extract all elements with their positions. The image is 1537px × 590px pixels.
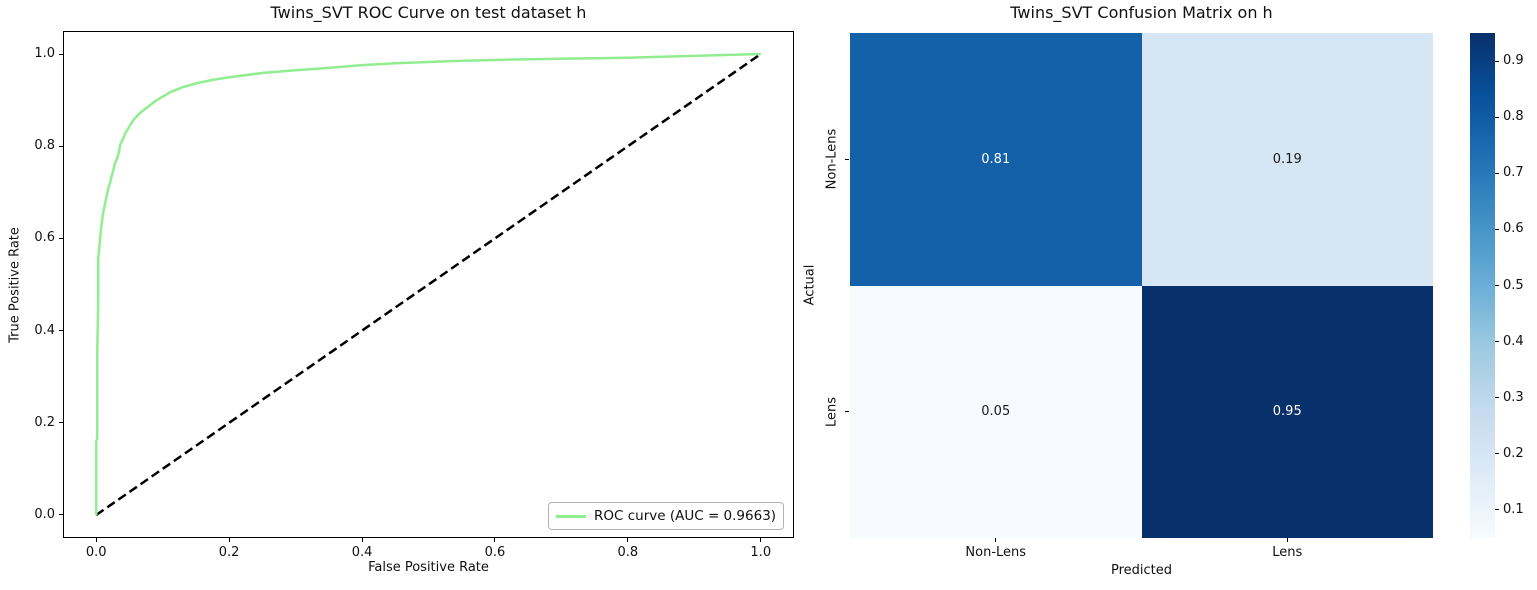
roc-y-tick-label: 0.4: [34, 322, 55, 338]
roc-y-tick-mark: [59, 237, 63, 239]
roc-axes: ROC curve (AUC = 0.9663): [63, 31, 794, 538]
cm-y-tick-mark: [845, 411, 849, 413]
roc-legend-label: ROC curve (AUC = 0.9663): [594, 508, 777, 524]
cm-colorbar-tick-label: 0.5: [1503, 277, 1524, 293]
roc-y-tick-mark: [59, 330, 63, 332]
cm-colorbar-tick-label: 0.6: [1503, 221, 1524, 237]
cm-colorbar-tick-label: 0.2: [1503, 445, 1524, 461]
cm-colorbar-tick-mark: [1495, 116, 1499, 118]
roc-x-tick-label: 0.4: [351, 545, 373, 560]
cm-colorbar-tick-label: 0.9: [1503, 53, 1524, 69]
cm-colorbar-tick-mark: [1495, 172, 1499, 174]
roc-x-tick-label: 0.6: [484, 545, 506, 560]
roc-x-tick-label: 1.0: [750, 545, 772, 560]
cm-heatmap: 0.81 0.19 0.05 0.95: [850, 33, 1433, 538]
cm-x-tick-mark: [1286, 538, 1288, 542]
cm-colorbar-tick-mark: [1495, 228, 1499, 230]
roc-x-tick-label: 0.2: [218, 545, 240, 560]
roc-y-tick-mark: [59, 53, 63, 55]
roc-title: Twins_SVT ROC Curve on test dataset h: [270, 3, 587, 22]
cm-colorbar-tick-mark: [1495, 341, 1499, 343]
roc-xlabel: False Positive Rate: [368, 560, 489, 575]
cm-y-tick-label: Non-Lens: [824, 128, 840, 190]
cm-colorbar-tick-label: 0.4: [1503, 333, 1524, 349]
cm-colorbar-tick-label: 0.7: [1503, 165, 1524, 181]
roc-legend-line-sample: [556, 514, 586, 518]
cm-cell: 0.95: [1141, 285, 1433, 538]
cm-colorbar-tick-mark: [1495, 285, 1499, 286]
cm-colorbar-tick-label: 0.8: [1503, 109, 1524, 125]
cm-y-tick-mark: [845, 158, 849, 160]
cm-xlabel: Predicted: [1110, 563, 1173, 578]
roc-chance-line: [95, 52, 762, 517]
roc-y-tick-label: 1.0: [34, 46, 55, 62]
roc-x-tick-mark: [95, 538, 97, 542]
cm-colorbar-tick-mark: [1495, 60, 1499, 62]
cm-colorbar-tick-mark: [1495, 397, 1499, 399]
cm-cell: 0.05: [850, 285, 1142, 538]
roc-y-tick-label: 0.8: [34, 138, 55, 154]
roc-x-tick-label: 0.0: [85, 545, 107, 560]
cm-title: Twins_SVT Confusion Matrix on h: [1010, 3, 1273, 22]
cm-colorbar-tick-label: 0.1: [1503, 501, 1524, 517]
roc-curve-line: [94, 52, 761, 515]
cm-colorbar-tick-label: 0.3: [1503, 389, 1524, 405]
cm-y-tick-label: Lens: [824, 396, 840, 427]
roc-x-tick-mark: [228, 538, 230, 542]
roc-y-tick-mark: [59, 145, 63, 147]
cm-cell: 0.19: [1141, 33, 1433, 286]
roc-y-tick-label: 0.0: [34, 506, 55, 522]
roc-x-tick-mark: [627, 538, 629, 542]
roc-x-tick-mark: [760, 538, 762, 542]
roc-x-tick-mark: [494, 538, 496, 542]
roc-y-tick-label: 0.6: [34, 230, 55, 246]
roc-y-tick-label: 0.2: [34, 414, 55, 430]
cm-colorbar: [1470, 33, 1495, 538]
cm-cell: 0.81: [850, 33, 1142, 286]
cm-x-tick-label: Non-Lens: [965, 545, 1027, 560]
roc-y-tick-mark: [59, 514, 63, 516]
cm-x-tick-mark: [995, 538, 997, 542]
roc-y-tick-mark: [59, 422, 63, 424]
roc-curve-svg: [63, 31, 794, 538]
cm-colorbar-tick-mark: [1495, 453, 1499, 455]
cm-ylabel: Actual: [802, 264, 818, 306]
roc-x-tick-mark: [361, 538, 363, 542]
roc-axes-spines: [63, 31, 794, 538]
roc-legend: ROC curve (AUC = 0.9663): [548, 502, 784, 530]
roc-x-tick-label: 0.8: [617, 545, 639, 560]
cm-colorbar-tick-mark: [1495, 509, 1499, 511]
cm-x-tick-label: Lens: [1272, 545, 1303, 560]
